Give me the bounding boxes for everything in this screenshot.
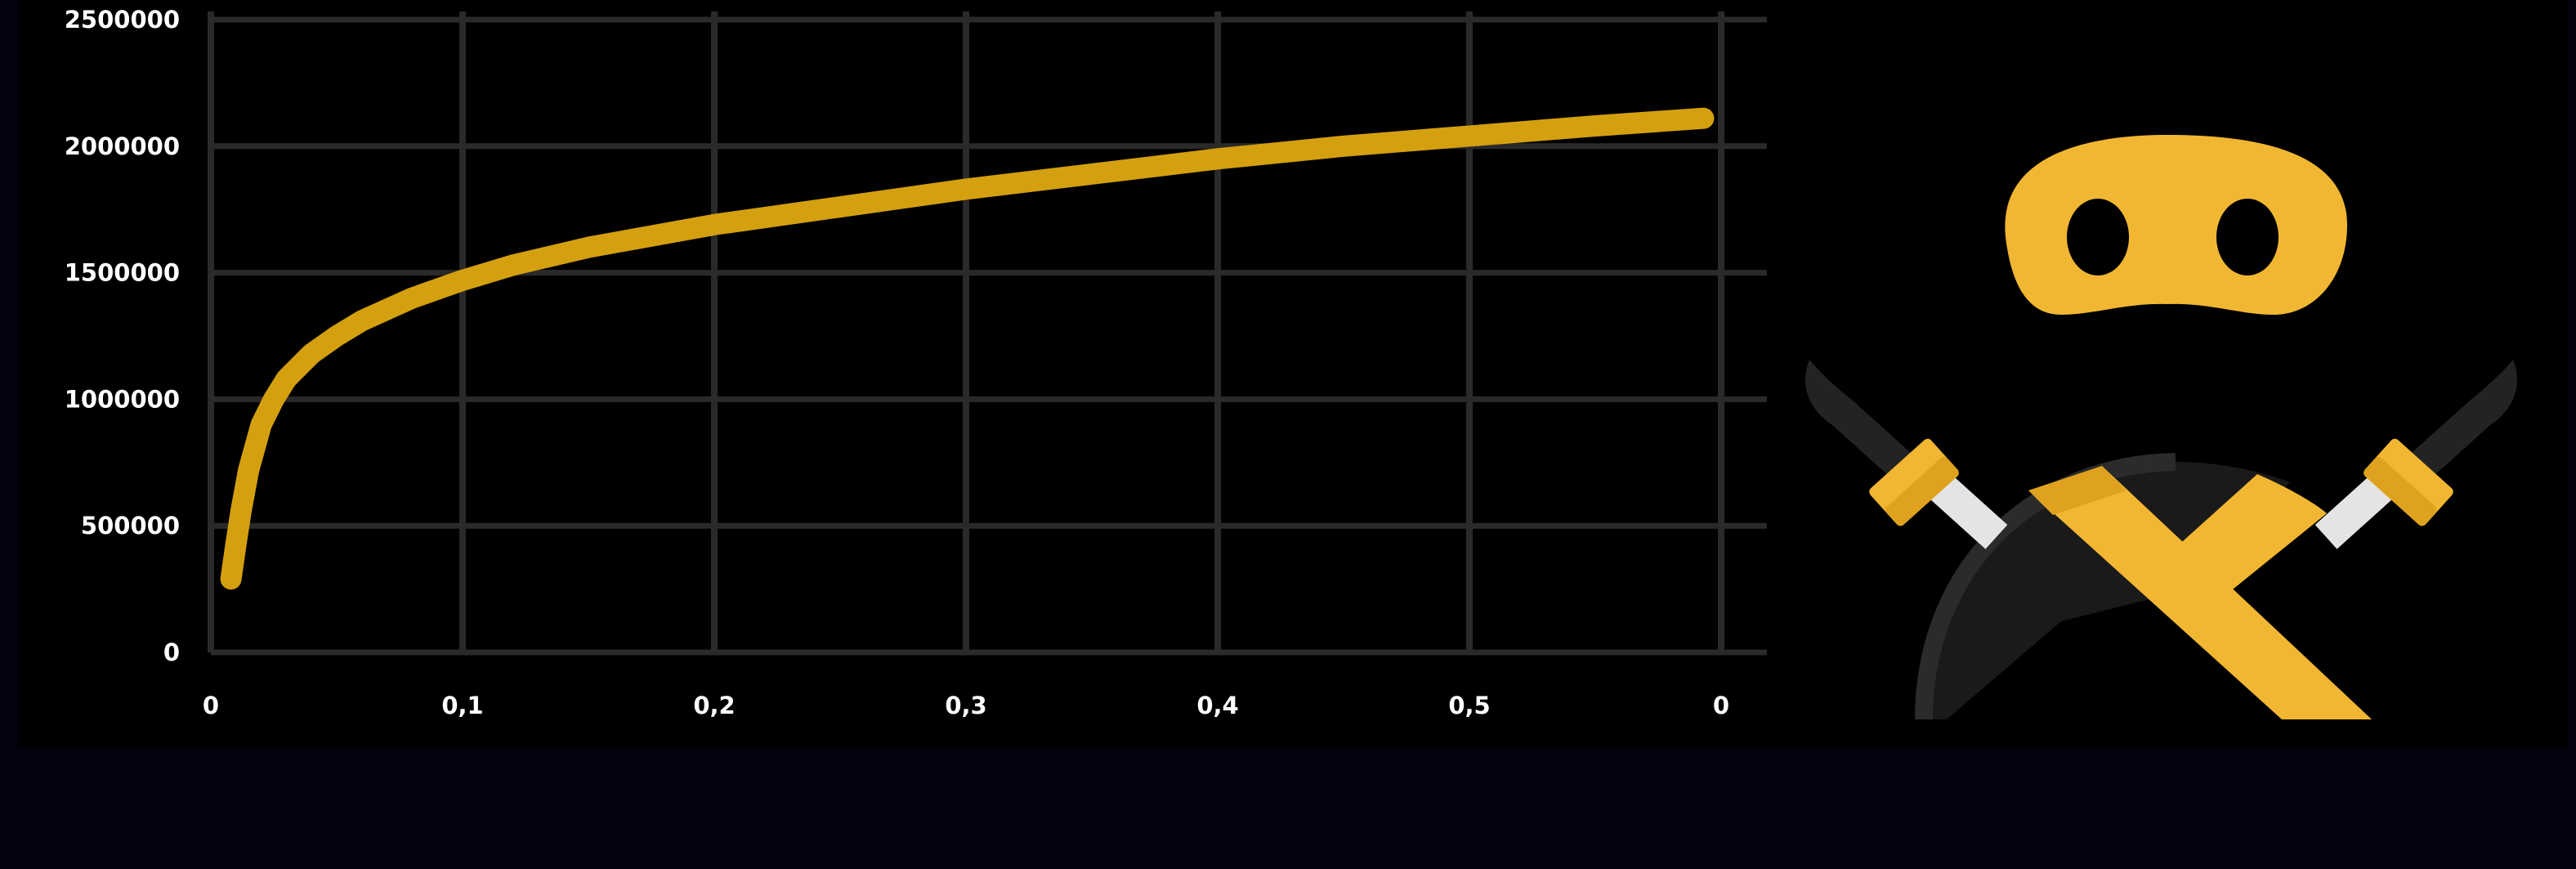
x-tick-label: 0 [1713, 692, 1729, 719]
data-point [226, 533, 246, 553]
data-point [1460, 126, 1479, 146]
data-point [351, 311, 372, 331]
chart-panel: 2500000 2000000 1500000 1000000 500000 0 0 0,1 0… [18, 0, 2568, 748]
mask-icon [2005, 135, 2347, 315]
y-tick-label: 1500000 [65, 259, 180, 287]
x-tick-label: 0,2 [693, 692, 735, 719]
data-point [1693, 108, 1714, 128]
y-tick-label: 500000 [81, 512, 180, 540]
data-point [264, 389, 284, 410]
grid-lines [208, 11, 1767, 656]
data-point [704, 214, 724, 235]
x-tick-label: 0,1 [441, 692, 483, 719]
body-icon [1915, 453, 2372, 720]
right-sword-icon [2314, 360, 2517, 549]
data-point [579, 237, 598, 258]
data-point [453, 270, 472, 290]
series-layer [220, 107, 1715, 590]
data-point [1082, 163, 1102, 184]
y-tick-label: 1000000 [65, 385, 180, 413]
x-tick-label: 0,3 [945, 692, 986, 719]
data-point [327, 326, 347, 346]
data-point [239, 460, 259, 481]
ninja-icon [1805, 135, 2517, 720]
data-point [1585, 116, 1605, 137]
data-point [302, 343, 322, 364]
y-tick-label: 2500000 [65, 6, 180, 34]
data-point [503, 255, 523, 275]
data-point [956, 179, 976, 199]
data-point [251, 414, 271, 435]
left-sword-icon [1805, 360, 2008, 549]
data-point [276, 369, 297, 389]
y-tick-label: 2000000 [65, 132, 180, 160]
data-point [1208, 149, 1228, 169]
data-point [1334, 136, 1353, 156]
x-tick-label: 0,4 [1196, 692, 1238, 719]
data-point [402, 288, 423, 308]
data-point [830, 197, 850, 217]
y-tick-label: 0 [163, 638, 180, 666]
data-point [221, 569, 241, 589]
data-point [223, 551, 244, 571]
x-tick-label: 0,5 [1448, 692, 1490, 719]
data-point [230, 500, 251, 521]
x-tick-label: 0 [203, 692, 219, 719]
